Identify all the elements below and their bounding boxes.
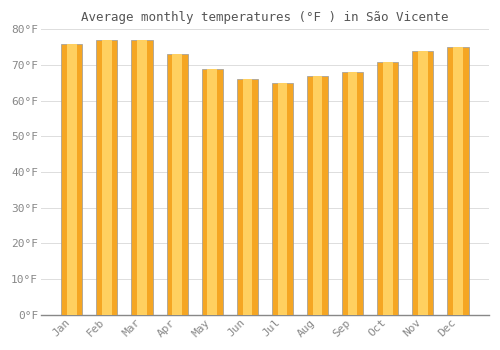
- Bar: [62, 44, 82, 315]
- Bar: [96, 40, 117, 315]
- Bar: [208, 69, 217, 315]
- Bar: [67, 44, 76, 315]
- Bar: [242, 79, 252, 315]
- Bar: [278, 83, 287, 315]
- Bar: [348, 72, 358, 315]
- Bar: [342, 72, 363, 315]
- Title: Average monthly temperatures (°F ) in São Vicente: Average monthly temperatures (°F ) in Sã…: [81, 11, 448, 24]
- Bar: [138, 40, 146, 315]
- Bar: [237, 79, 258, 315]
- Bar: [313, 76, 322, 315]
- Bar: [412, 51, 434, 315]
- Bar: [377, 62, 398, 315]
- Bar: [448, 47, 468, 315]
- Bar: [418, 51, 428, 315]
- Bar: [454, 47, 462, 315]
- Bar: [383, 62, 392, 315]
- Bar: [132, 40, 152, 315]
- Bar: [272, 83, 293, 315]
- Bar: [102, 40, 112, 315]
- Bar: [172, 54, 182, 315]
- Bar: [202, 69, 223, 315]
- Bar: [307, 76, 328, 315]
- Bar: [166, 54, 188, 315]
